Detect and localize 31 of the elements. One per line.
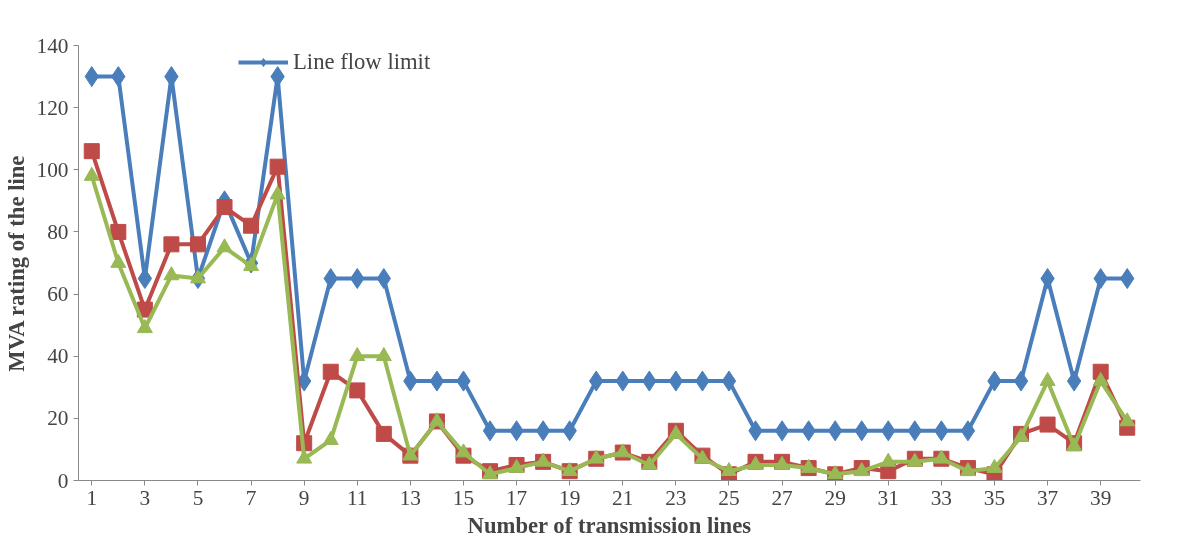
x-tick-label: 33 — [930, 485, 953, 510]
y-tick-label: 20 — [47, 406, 69, 431]
y-tick-label: 60 — [47, 282, 69, 307]
x-tick-label: 35 — [983, 485, 1006, 510]
x-tick-label: 25 — [718, 485, 740, 510]
x-tick-label: 19 — [559, 485, 581, 510]
x-tick-label: 9 — [298, 485, 310, 510]
x-tick-label: 39 — [1090, 485, 1112, 510]
y-tick-label: 40 — [47, 344, 69, 369]
y-tick-label: 80 — [47, 219, 69, 244]
x-tick-label: 5 — [192, 485, 204, 510]
x-tick-label: 7 — [245, 485, 257, 510]
x-axis-title: Number of transmission lines — [467, 512, 752, 538]
y-tick-label: 100 — [36, 157, 69, 182]
legend-label: Line flow limit — [293, 49, 431, 75]
x-tick-label: 3 — [139, 485, 151, 510]
x-tick-label: 17 — [505, 485, 528, 510]
x-tick-label: 15 — [452, 485, 475, 510]
x-tick-label: 13 — [399, 485, 422, 510]
x-tick-label: 11 — [347, 485, 368, 510]
y-tick-label: 0 — [57, 468, 69, 493]
y-axis-title: MVA rating of the line — [3, 155, 29, 372]
x-tick-label: 37 — [1036, 485, 1059, 510]
x-tick-label: 27 — [771, 485, 794, 510]
x-tick-label: 1 — [86, 485, 98, 510]
x-tick-label: 29 — [824, 485, 846, 510]
x-tick-label: 31 — [877, 485, 899, 510]
y-tick-label: 120 — [36, 95, 69, 120]
x-tick-label: 23 — [665, 485, 687, 510]
x-tick-label: 21 — [612, 485, 634, 510]
y-tick-label: 140 — [36, 33, 69, 58]
